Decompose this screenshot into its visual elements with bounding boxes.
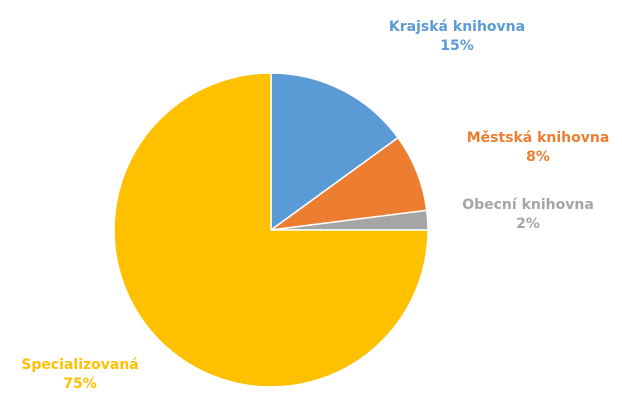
- slice-label-specializovana: Specializovaná 75%: [21, 356, 139, 394]
- slice-label-krajska: Krajská knihovna 15%: [389, 18, 525, 56]
- slice-label-specializovana-name: Specializovaná: [21, 357, 139, 373]
- slice-label-obecni: Obecní knihovna 2%: [462, 196, 594, 234]
- slice-label-mestska: Městská knihovna 8%: [467, 129, 610, 167]
- slice-label-krajska-name: Krajská knihovna: [388, 19, 526, 35]
- slice-label-mestska-name: Městská knihovna: [466, 130, 610, 146]
- slice-label-krajska-value: 15%: [440, 38, 474, 54]
- slice-label-specializovana-value: 75%: [63, 376, 97, 392]
- slice-label-obecni-value: 2%: [516, 216, 540, 232]
- slice-label-mestska-value: 8%: [526, 149, 550, 165]
- pie-slice-krajska: [270, 72, 400, 232]
- slice-label-obecni-name: Obecní knihovna: [462, 197, 594, 213]
- pie-slice-specializovana: [113, 72, 429, 388]
